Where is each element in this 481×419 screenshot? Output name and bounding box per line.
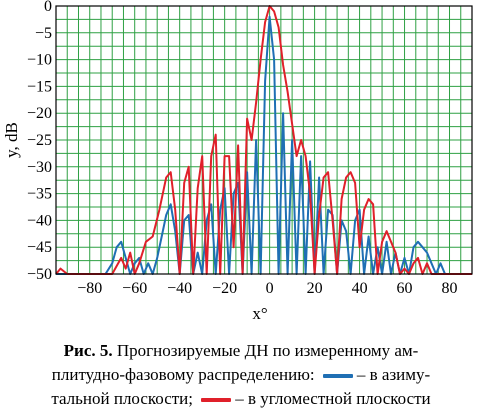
x-tick-label: 80	[442, 280, 458, 297]
y-tick-label: −35	[27, 186, 52, 203]
x-tick-label: 60	[397, 280, 413, 297]
tick-labels: −80 −60 −40 −20 0 20 40 60 80 0 −5 −10 −15 −20 −25 −30 −…	[27, 0, 458, 297]
y-tick-label: −20	[27, 105, 52, 122]
y-tick-label: −50	[27, 266, 52, 283]
azimuth-swatch	[322, 374, 353, 379]
x-tick-label: 20	[307, 280, 323, 297]
caption-line1: Прогнозируемые ДН по измеренному ам-	[116, 341, 419, 360]
y-axis-label: y, dB	[2, 122, 21, 158]
caption-line3b: – в угломестной плоскости	[235, 389, 431, 408]
x-tick-label: −40	[167, 280, 192, 297]
y-tick-label: −40	[27, 212, 52, 229]
y-tick-label: −15	[27, 78, 52, 95]
x-axis-label: x°	[252, 304, 267, 323]
y-tick-label: −45	[27, 239, 52, 256]
caption-line2a: плитудно-фазовому распределению:	[51, 365, 315, 384]
x-tick-label: −20	[212, 280, 237, 297]
plot-frame	[55, 5, 473, 275]
y-tick-label: −25	[27, 132, 52, 149]
x-tick-label: −60	[122, 280, 147, 297]
figure-caption: Рис. 5. Прогнозируемые ДН по измеренному…	[6, 339, 476, 411]
y-tick-label: 0	[44, 0, 52, 15]
series-line-1	[56, 15, 472, 275]
x-tick-label: 40	[352, 280, 368, 297]
x-tick-label: 0	[266, 280, 274, 297]
caption-line2b: – в азиму-	[356, 365, 431, 384]
y-tick-label: −10	[27, 52, 52, 69]
caption-line3a: тальной плоскости;	[51, 389, 194, 408]
caption-label: Рис. 5.	[63, 341, 113, 360]
elevation-swatch	[201, 398, 232, 403]
y-tick-label: −30	[27, 159, 52, 176]
chart: −80 −60 −40 −20 0 20 40 60 80 0 −5 −10 −15 −20 −25 −30 −…	[2, 0, 473, 323]
x-tick-label: −80	[77, 280, 102, 297]
y-tick-label: −5	[35, 25, 52, 42]
